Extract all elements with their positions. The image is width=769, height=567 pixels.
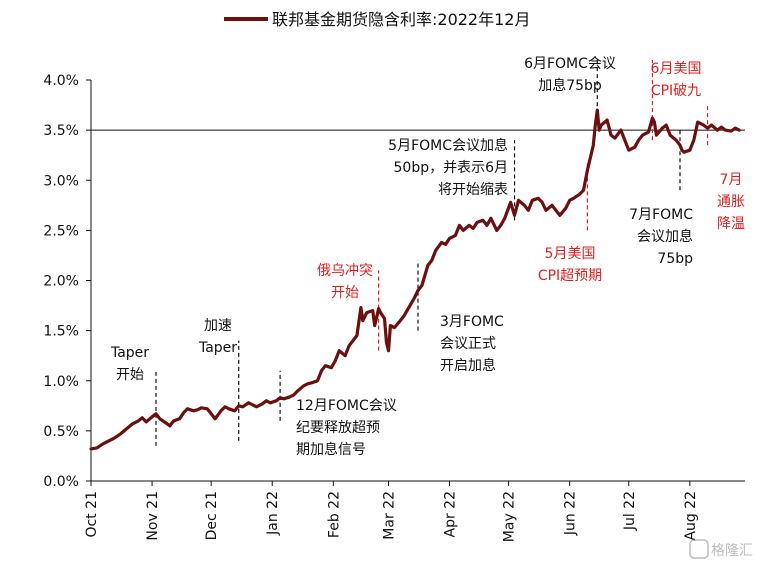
annotation-line: 开始 [116,367,144,383]
y-tick-label: 4.0% [43,73,79,89]
annotation-line: 期加息信号 [296,441,366,458]
legend: 联邦基金期货隐含利率:2022年12月 [224,10,530,29]
annotation-line: 会议加息 [637,228,693,245]
annotation: 加速 Taper [198,318,237,356]
y-tick-label: 1.0% [43,374,79,390]
x-tick-label: Oct 21 [84,491,100,537]
watermark-text: 格隆汇 [711,543,753,559]
annotation-line: CPI破九 [651,83,701,99]
y-axis-ticks: 0.0% 0.5% 1.0% 1.5% 2.0% 2.5% 3.0% 3.5% 4.0% [43,73,91,490]
y-tick-label: 0.0% [43,474,79,490]
y-tick-label: 2.0% [43,274,79,290]
y-tick-label: 0.5% [43,424,79,440]
annotation-line: CPI超预期 [538,268,602,284]
annotation-line: 通胀 [717,194,745,210]
annotation: 7月FOMC 会议加息 75bp [629,207,693,267]
annotation-line: 50bp，并表示6月 [394,160,509,176]
x-tick-label: Jun 22 [563,491,579,536]
x-tick-label: Jan 22 [265,491,281,536]
annotation-line: 75bp [657,251,693,267]
x-tick-label: May 22 [502,491,518,542]
watermark: 格隆汇 [689,539,753,559]
x-tick-label: Mar 22 [381,491,397,540]
annotation: 6月美国 CPI破九 [651,61,702,99]
annotation-line: 5月美国 [545,246,596,262]
annotation-line: 俄乌冲突 [317,263,373,279]
x-tick-label: Apr 22 [443,491,459,537]
annotation-line: 开始 [331,285,359,301]
annotation-line: 5月FOMC会议加息 [388,137,508,154]
annotation: Taper 开始 [110,345,149,383]
annotation-line: 加速 [204,318,232,334]
x-axis-ticks: Oct 21 Nov 21 Dec 21 Jan 22 Feb 22 Mar 22 Apr … [84,481,699,542]
y-tick-label: 3.0% [43,173,79,189]
x-tick-label: Jul 22 [622,491,638,531]
y-tick-label: 1.5% [43,324,79,340]
annotation-line: 6月美国 [651,61,702,77]
series-line [89,108,741,451]
watermark-logo-icon [689,539,709,559]
annotation: 5月美国 CPI超预期 [538,246,602,284]
x-tick-label: Dec 21 [204,491,220,540]
annotation-line: 3月FOMC [440,314,504,330]
annotation-line: 纪要释放超预 [296,420,380,436]
y-tick-label: 3.5% [43,123,79,139]
legend-label: 联邦基金期货隐含利率:2022年12月 [272,10,530,29]
x-tick-label: Aug 22 [683,491,699,541]
series-group [89,108,741,451]
annotation-line: Taper [198,340,237,356]
annotations: Taper开始加速Taper12月FOMC会议纪要释放超预期加息信号俄乌冲突开始… [110,56,745,458]
annotation-line: 7月FOMC [629,207,693,223]
annotation-line: 将开始缩表 [438,182,508,198]
x-tick-label: Nov 21 [145,491,161,541]
annotation-line: 12月FOMC会议 [296,398,397,414]
annotation-line: 加息75bp [538,77,602,94]
annotation-line: Taper [110,345,149,361]
annotation-line: 7月 [720,172,743,188]
annotation-line: 开启加息 [440,357,496,374]
x-tick-label: Feb 22 [326,491,342,538]
annotation-line: 6月FOMC会议 [524,56,616,72]
annotation-line: 降温 [717,216,745,232]
event-markers [155,60,709,446]
y-tick-label: 2.5% [43,223,79,239]
annotation-line: 会议正式 [440,336,496,352]
